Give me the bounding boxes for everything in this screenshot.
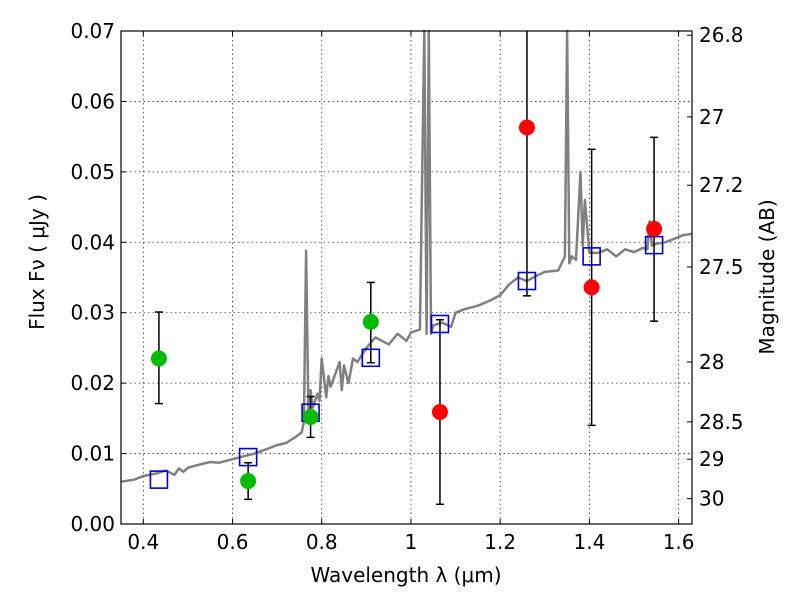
y2-tick-labels: 26.8 27 27.2 27.5 28 28.5 29 30 [699, 23, 744, 510]
model-box [361, 348, 381, 368]
red-point [518, 119, 535, 136]
y-tick-labels: 0.00 0.01 0.02 0.03 0.04 0.05 0.06 0.07 [70, 19, 115, 536]
model-box [149, 470, 169, 489]
model-box [430, 314, 450, 334]
x-tick-label: 1.2 [484, 530, 516, 554]
green-point [362, 313, 379, 330]
x-tick-label: 1.6 [663, 530, 695, 554]
y2-tick-label: 28.5 [699, 410, 744, 434]
y-tick-label: 0.06 [70, 89, 115, 113]
green-point [150, 350, 167, 367]
y-tick-label: 0.00 [70, 512, 115, 536]
y-tick-label: 0.05 [70, 160, 115, 184]
x-tick-label: 1 [405, 530, 418, 554]
y2-tick-label: 28 [699, 350, 724, 374]
y-tick-label: 0.02 [70, 371, 115, 395]
green-point [302, 408, 319, 425]
y-tick-label: 0.04 [70, 230, 115, 254]
y2-tick-label: 27.5 [699, 255, 744, 279]
model-box [238, 447, 258, 467]
red-point [583, 279, 600, 296]
y2-tick-label: 30 [699, 487, 724, 511]
spectrum-layer [120, 29, 693, 483]
spectrum-line [120, 29, 693, 483]
y-tick-label: 0.07 [70, 19, 115, 43]
y2-axis-title: Magnitude (AB) [755, 199, 779, 354]
grid [121, 30, 692, 525]
x-tick-label: 1.4 [573, 530, 605, 554]
y2-tick-label: 26.8 [699, 23, 744, 47]
y2-tick-label: 27.2 [699, 173, 744, 197]
x-tick-label: 0.4 [127, 530, 159, 554]
marker-layer [149, 119, 664, 490]
x-tick-label: 0.6 [217, 530, 249, 554]
model-box [582, 247, 601, 266]
x-tick-labels: 0.4 0.6 0.8 1 1.2 1.4 1.6 [127, 530, 694, 554]
y2-tick-label: 27 [699, 105, 724, 129]
x-axis-title: Wavelength λ (μm) [310, 563, 501, 587]
green-point [240, 473, 257, 490]
x-tick-label: 0.8 [306, 530, 338, 554]
y2-tick-label: 29 [699, 447, 724, 471]
y-tick-label: 0.03 [70, 301, 115, 325]
y-axis-title: Flux Fν ( μJy ) [25, 194, 49, 330]
tick-marks [121, 30, 692, 525]
red-point [431, 404, 448, 421]
y-tick-label: 0.01 [70, 442, 115, 466]
model-box [517, 271, 537, 291]
red-point [646, 220, 663, 237]
plot-frame [120, 30, 693, 525]
